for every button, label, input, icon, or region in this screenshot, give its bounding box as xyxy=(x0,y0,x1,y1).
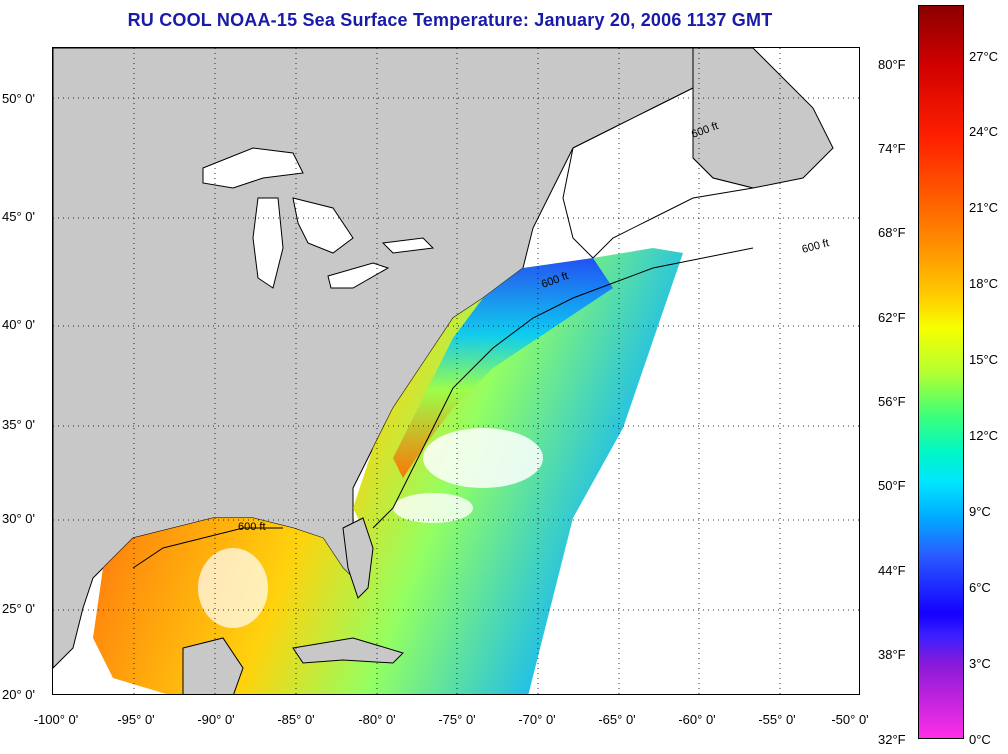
colorbar-f-label: 38°F xyxy=(878,647,906,662)
colorbar-c-label: 18°C xyxy=(969,276,999,291)
lat-label: 45° 0' xyxy=(2,209,35,224)
lake-superior xyxy=(202,147,304,189)
lake-ontario xyxy=(381,237,435,254)
colorbar-f-label: 50°F xyxy=(878,478,906,493)
contour-label: 600 ft xyxy=(801,237,831,256)
colorbar-f-label: 62°F xyxy=(878,310,906,325)
cloud-patch xyxy=(423,428,543,488)
sst-map: 600 ft 600 ft 600 ft 600 ft xyxy=(52,47,860,695)
lon-label: -75° 0' xyxy=(438,712,476,727)
lake-michigan xyxy=(252,197,284,289)
colorbar-c-label: 12°C xyxy=(969,428,999,443)
lake-huron xyxy=(292,197,354,254)
colorbar-f-label: 74°F xyxy=(878,141,906,156)
colorbar-f-label: 56°F xyxy=(878,394,906,409)
coastal-cold-band xyxy=(393,258,613,478)
st-lawrence xyxy=(562,87,754,259)
cloud-patch xyxy=(198,548,268,628)
lon-label: -100° 0' xyxy=(33,712,79,727)
colorbar xyxy=(918,5,964,739)
lat-label: 20° 0' xyxy=(2,687,35,702)
lon-label: -95° 0' xyxy=(117,712,155,727)
cuba xyxy=(292,637,404,664)
cloud-patch xyxy=(393,493,473,523)
lon-label: -70° 0' xyxy=(518,712,556,727)
colorbar-f-label: 44°F xyxy=(878,563,906,578)
canada-land xyxy=(692,48,834,189)
colorbar-c-label: 27°C xyxy=(969,49,999,64)
colorbar-f-label: 68°F xyxy=(878,225,906,240)
map-canvas: 600 ft 600 ft 600 ft 600 ft xyxy=(53,48,859,694)
colorbar-f-label: 80°F xyxy=(878,57,906,72)
lon-label: -65° 0' xyxy=(598,712,636,727)
lat-label: 30° 0' xyxy=(2,511,35,526)
contour-label: 600 ft xyxy=(238,521,266,533)
lon-label: -55° 0' xyxy=(758,712,796,727)
lat-label: 25° 0' xyxy=(2,601,35,616)
lon-label: -80° 0' xyxy=(358,712,396,727)
florida xyxy=(342,517,374,599)
colorbar-c-label: 3°C xyxy=(969,656,991,671)
colorbar-c-label: 24°C xyxy=(969,124,999,139)
lon-label: -50° 0' xyxy=(831,712,869,727)
graticule xyxy=(53,48,859,694)
lon-label: -90° 0' xyxy=(197,712,235,727)
colorbar-c-label: 9°C xyxy=(969,504,991,519)
lat-label: 35° 0' xyxy=(2,417,35,432)
lon-label: -85° 0' xyxy=(277,712,315,727)
colorbar-c-label: 21°C xyxy=(969,200,999,215)
colorbar-c-label: 15°C xyxy=(969,352,999,367)
lat-label: 40° 0' xyxy=(2,317,35,332)
colorbar-c-label: 6°C xyxy=(969,580,991,595)
lat-label: 50° 0' xyxy=(2,91,35,106)
yucatan xyxy=(182,637,244,694)
lon-label: -60° 0' xyxy=(678,712,716,727)
lake-erie xyxy=(327,262,390,289)
colorbar-f-label: 32°F xyxy=(878,732,906,747)
depth-contour xyxy=(132,247,754,569)
colorbar-c-label: 0°C xyxy=(969,732,991,747)
map-title: RU COOL NOAA-15 Sea Surface Temperature:… xyxy=(127,10,773,30)
